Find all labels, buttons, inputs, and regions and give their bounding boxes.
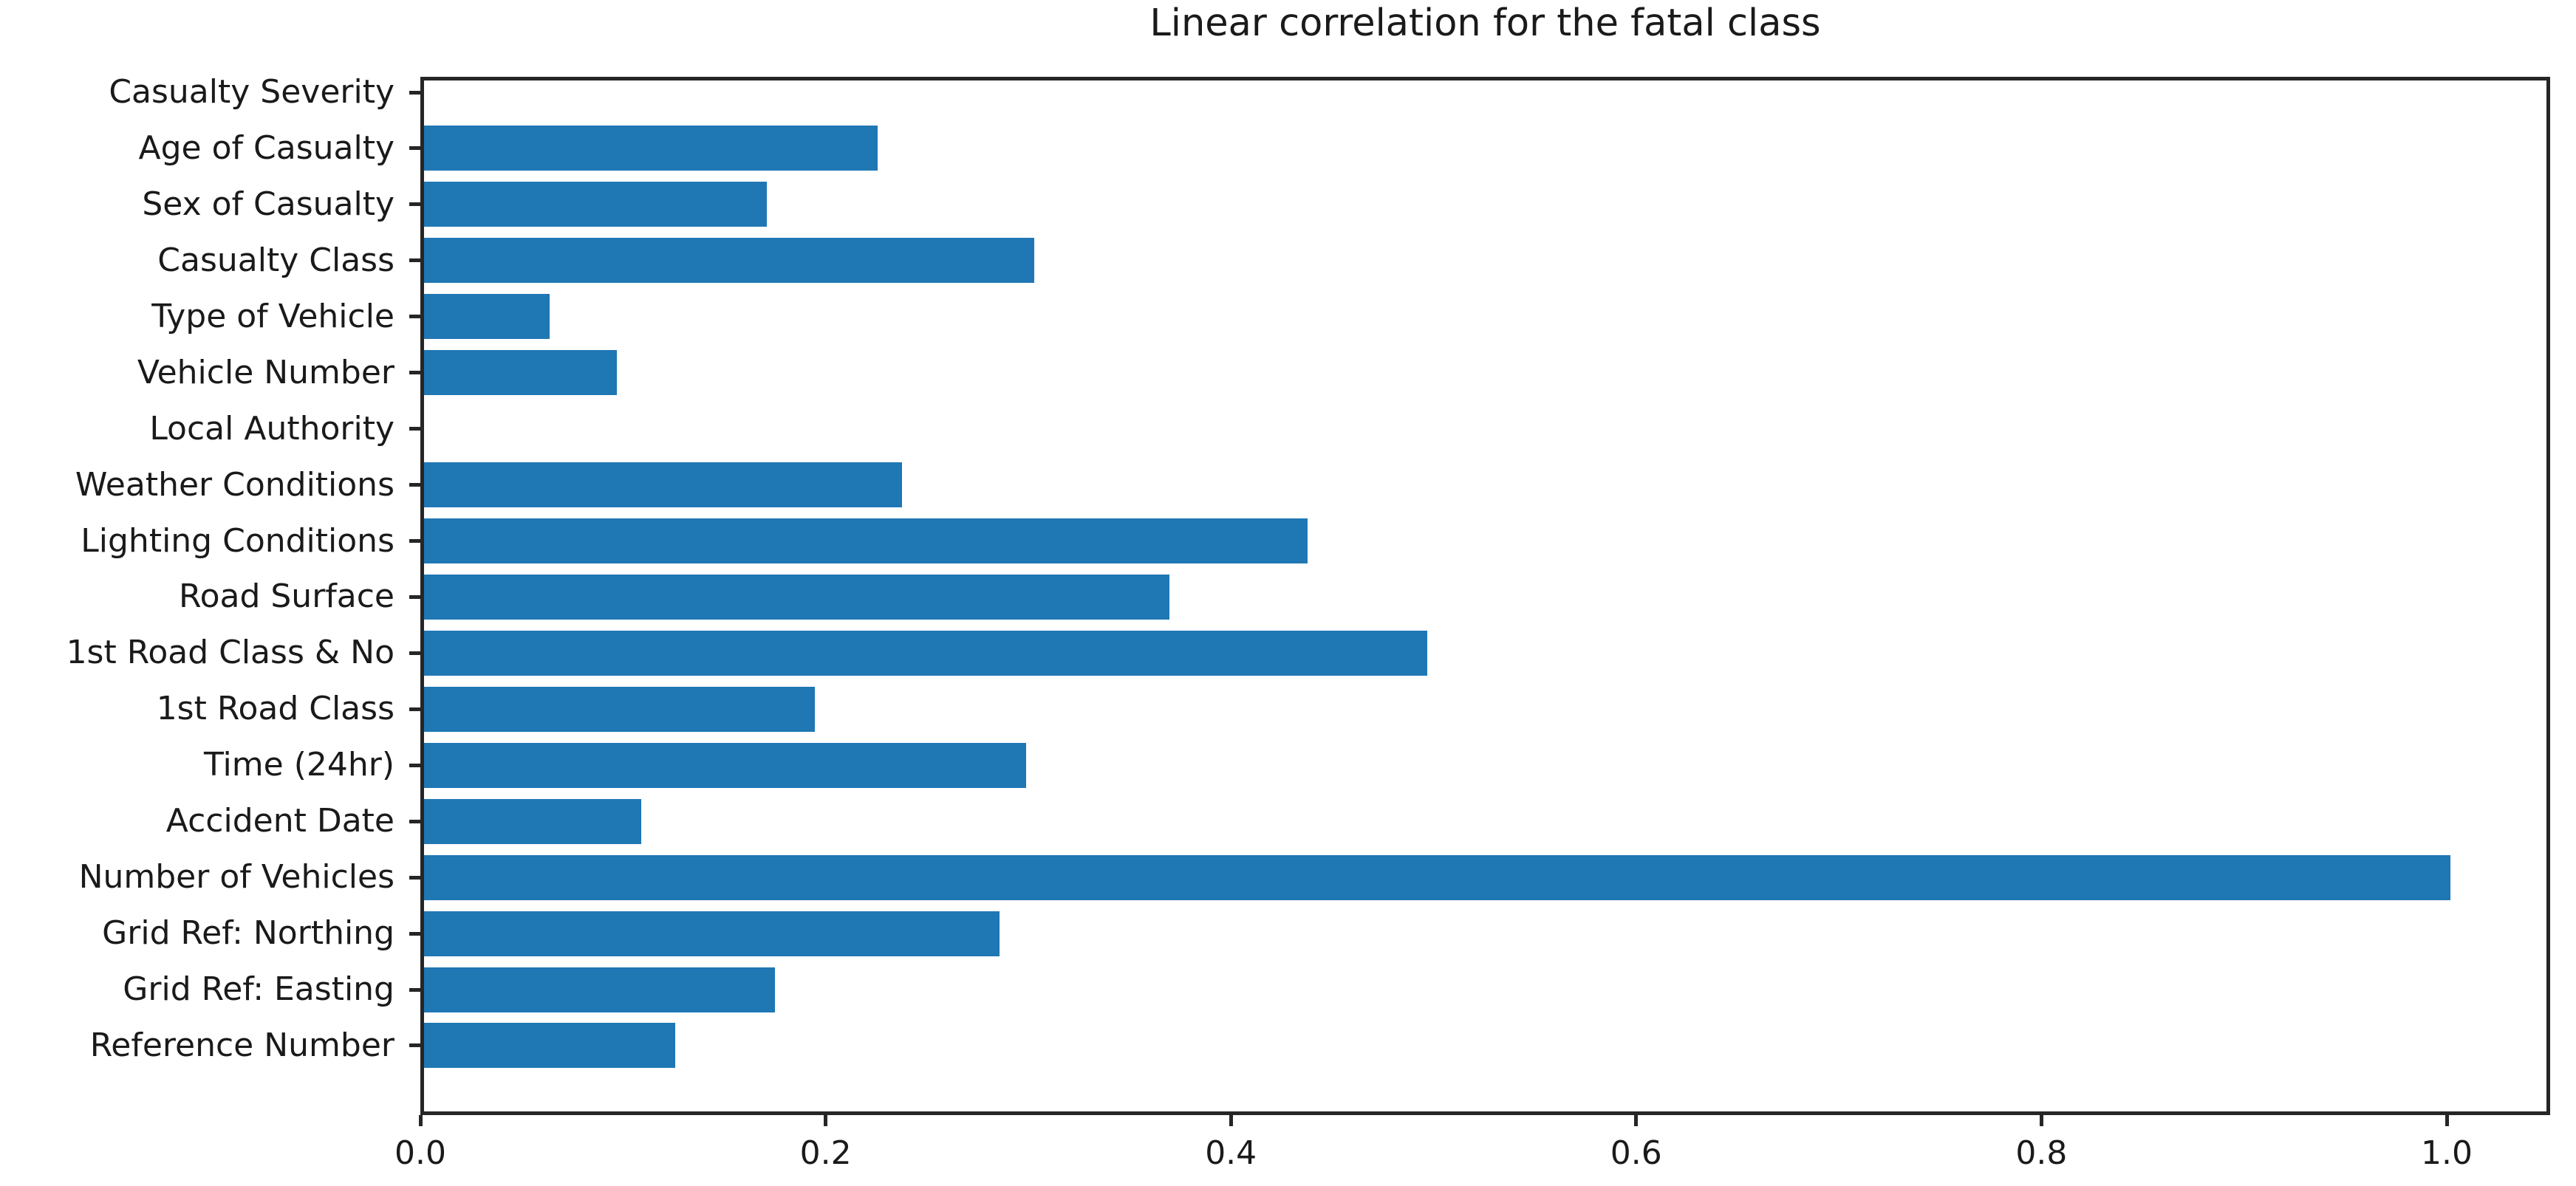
- y-label-casualty-severity: Casualty Severity: [109, 73, 394, 111]
- y-tick-age-of-casualty: [409, 146, 420, 151]
- y-tick-sex-of-casualty: [409, 202, 420, 207]
- y-tick-accident-date: [409, 819, 420, 823]
- x-tick-1.0: [2445, 1115, 2449, 1126]
- y-tick-local-authority: [409, 427, 420, 431]
- y-tick-road-surface: [409, 594, 420, 599]
- bar-1st-road-class: [424, 686, 815, 732]
- x-tick-0.6: [1634, 1115, 1639, 1126]
- bar-type-of-vehicle: [424, 294, 550, 340]
- y-label-weather-conditions: Weather Conditions: [75, 465, 394, 504]
- bar-accident-date: [424, 798, 641, 844]
- bar-casualty-class: [424, 238, 1034, 284]
- bar-grid-ref-northing: [424, 911, 1000, 956]
- y-tick-grid-ref-northing: [409, 931, 420, 936]
- y-label-vehicle-number: Vehicle Number: [137, 353, 394, 391]
- y-label-grid-ref-northing: Grid Ref: Northing: [102, 914, 394, 953]
- chart-title: Linear correlation for the fatal class: [1149, 1, 1821, 45]
- y-label-local-authority: Local Authority: [149, 409, 394, 448]
- y-tick-type-of-vehicle: [409, 315, 420, 319]
- y-tick-casualty-severity: [409, 90, 420, 95]
- x-tick-0.2: [824, 1115, 828, 1126]
- y-tick-lighting-conditions: [409, 539, 420, 544]
- x-label-0.6: 0.6: [1610, 1134, 1662, 1172]
- y-tick-1st-road-class-no: [409, 651, 420, 655]
- bar-grid-ref-easting: [424, 967, 775, 1012]
- y-label-accident-date: Accident Date: [165, 802, 394, 840]
- y-label-time-24hr: Time (24hr): [204, 746, 394, 784]
- x-label-0.8: 0.8: [2015, 1134, 2068, 1172]
- bar-road-surface: [424, 574, 1169, 620]
- y-label-age-of-casualty: Age of Casualty: [138, 128, 394, 167]
- bar-1st-road-class-no: [424, 630, 1427, 676]
- bar-weather-conditions: [424, 462, 902, 508]
- x-label-0.4: 0.4: [1205, 1134, 1257, 1172]
- x-label-0.2: 0.2: [799, 1134, 852, 1172]
- y-label-road-surface: Road Surface: [178, 577, 394, 616]
- y-label-grid-ref-easting: Grid Ref: Easting: [123, 970, 394, 1009]
- y-tick-1st-road-class: [409, 707, 420, 711]
- bar-lighting-conditions: [424, 518, 1308, 564]
- y-label-1st-road-class: 1st Road Class: [156, 690, 394, 728]
- y-label-1st-road-class-no: 1st Road Class & No: [66, 634, 394, 672]
- y-label-lighting-conditions: Lighting Conditions: [81, 521, 394, 560]
- plot-area: [420, 77, 2550, 1115]
- y-tick-casualty-class: [409, 258, 420, 263]
- y-label-casualty-class: Casualty Class: [157, 241, 394, 279]
- x-tick-0.4: [1229, 1115, 1233, 1126]
- bar-sex-of-casualty: [424, 182, 767, 227]
- bar-time-24hr: [424, 742, 1026, 788]
- bar-age-of-casualty: [424, 126, 878, 171]
- y-label-type-of-vehicle: Type of Vehicle: [151, 297, 394, 335]
- bar-vehicle-number: [424, 350, 617, 396]
- x-label-1.0: 1.0: [2421, 1134, 2473, 1172]
- x-tick-0.0: [418, 1115, 423, 1126]
- y-tick-reference-number: [409, 1043, 420, 1048]
- y-label-number-of-vehicles: Number of Vehicles: [78, 858, 394, 897]
- x-tick-0.8: [2039, 1115, 2043, 1126]
- y-tick-vehicle-number: [409, 371, 420, 375]
- y-label-reference-number: Reference Number: [89, 1026, 394, 1064]
- bar-number-of-vehicles: [424, 854, 2450, 900]
- x-label-0.0: 0.0: [394, 1134, 446, 1172]
- bar-reference-number: [424, 1023, 675, 1069]
- y-label-sex-of-casualty: Sex of Casualty: [142, 185, 394, 223]
- y-tick-number-of-vehicles: [409, 875, 420, 880]
- y-tick-grid-ref-easting: [409, 987, 420, 992]
- y-tick-weather-conditions: [409, 483, 420, 487]
- y-tick-time-24hr: [409, 763, 420, 767]
